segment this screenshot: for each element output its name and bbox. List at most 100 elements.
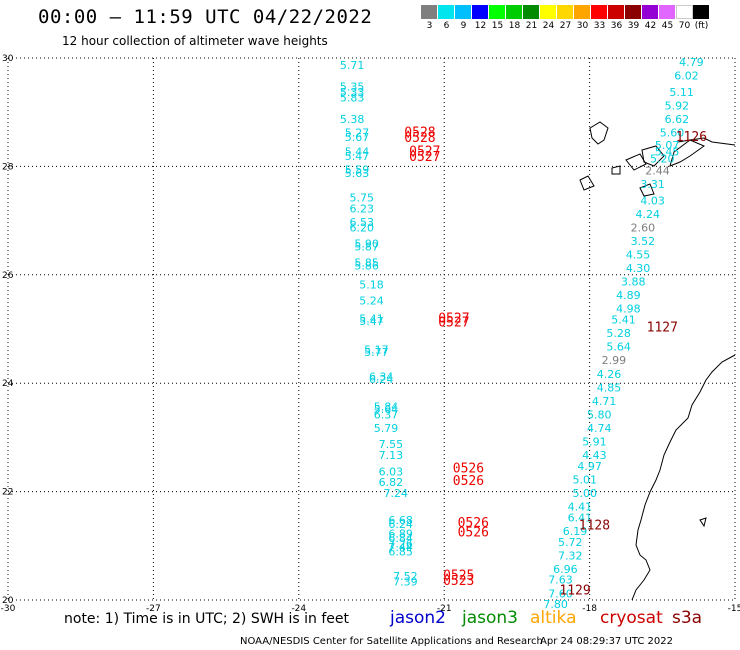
- color-swatch: [693, 5, 710, 19]
- wave-height-value: 7.39: [393, 575, 418, 588]
- wave-height-value: 5.47: [359, 315, 384, 328]
- x-tick-label: -30: [1, 604, 16, 614]
- wave-height-value: 2.99: [602, 354, 627, 367]
- x-tick-label: -21: [437, 604, 452, 614]
- island-la-gomera: [611, 165, 621, 175]
- wave-height-value: 6.20: [350, 221, 375, 234]
- legend-s3a: s3a: [672, 608, 703, 628]
- pass-time-label: 0525: [443, 568, 474, 583]
- units-note: note: 1) Time is in UTC; 2) SWH is in fe…: [64, 611, 350, 627]
- wave-height-value: 6.02: [674, 70, 699, 83]
- pass-time-label: 1126: [676, 130, 707, 145]
- wave-height-value: 6.03: [379, 465, 404, 478]
- wave-height-value: 5.92: [665, 99, 690, 112]
- wave-height-value: 4.03: [640, 194, 665, 207]
- color-swatch: [642, 5, 659, 19]
- wave-height-value: 5.77: [364, 346, 389, 359]
- wave-height-value: 5.75: [350, 192, 375, 205]
- island-fuerteventura: [669, 139, 706, 167]
- y-tick-label: 26: [2, 271, 14, 281]
- pass-time-label: 0528: [404, 126, 435, 141]
- color-scale-legend: 3 6 9 12 15 18 21 24 27 30 33 36 39 42 45 70 (ft): [421, 5, 710, 33]
- wave-height-value: 4.26: [597, 368, 622, 381]
- wave-height-value: 4.97: [577, 460, 602, 473]
- wave-height-value: 5.35: [340, 81, 365, 94]
- color-scale-label: 70: [678, 21, 691, 31]
- wave-height-value: 5.60: [660, 127, 685, 140]
- color-scale-label: 18: [508, 21, 521, 31]
- wave-height-value: 3.52: [631, 235, 656, 248]
- color-scale-label: 30: [576, 21, 589, 31]
- color-scale-label: 3: [426, 21, 433, 31]
- pass-time-label: 0526: [453, 474, 484, 489]
- wave-height-value: 7.60: [548, 587, 573, 600]
- color-swatch: [438, 5, 455, 19]
- wave-height-value: 5.64: [606, 341, 631, 354]
- wave-height-value: 5.00: [573, 487, 598, 500]
- wave-height-value: 6.24: [388, 518, 413, 531]
- color-scale-label: 39: [627, 21, 640, 31]
- legend-jason2: jason2: [390, 608, 446, 628]
- wave-height-value: 4.98: [616, 303, 641, 316]
- wave-height-value: 4.24: [636, 208, 661, 221]
- wave-height-value: 2.44: [645, 165, 670, 178]
- wave-height-value: 7.26: [388, 537, 413, 550]
- wave-height-value: 7.80: [543, 598, 568, 611]
- wave-height-value: 5.44: [345, 146, 370, 159]
- color-scale-label: 21: [525, 21, 538, 31]
- wave-height-value: 4.71: [592, 395, 617, 408]
- x-tick-label: -18: [582, 604, 597, 614]
- color-scale-label: 33: [593, 21, 606, 31]
- wave-height-value: 5.18: [359, 278, 384, 291]
- x-tick-label: -24: [291, 604, 306, 614]
- y-tick-label: 22: [2, 488, 13, 498]
- wave-height-value: 6.37: [374, 408, 399, 421]
- wave-height-value: 6.34: [369, 370, 394, 383]
- color-scale-label: 9: [460, 21, 467, 31]
- wave-height-value: 6.68: [388, 514, 413, 527]
- pass-time-label: 0527: [438, 315, 469, 330]
- y-tick-label: 24: [2, 379, 14, 389]
- pass-time-label: 1129: [559, 584, 590, 599]
- wave-height-value: 4.85: [597, 381, 622, 394]
- wave-height-value: 6.23: [350, 202, 375, 215]
- wave-height-value: 5.87: [354, 240, 379, 253]
- y-tick-label: 30: [2, 54, 14, 64]
- wave-height-value: 5.24: [359, 295, 384, 308]
- wave-height-value: 7.63: [548, 574, 573, 587]
- wave-height-value: 5.63: [345, 167, 370, 180]
- wave-height-value: 5.20: [650, 153, 675, 166]
- legend-cryosat: cryosat: [600, 608, 663, 628]
- color-scale-label: 36: [610, 21, 623, 31]
- color-swatch: [591, 5, 608, 19]
- wave-height-value: 4.55: [626, 249, 651, 262]
- color-scale-label: 27: [559, 21, 572, 31]
- wave-height-value: 6.24: [369, 373, 394, 386]
- wave-height-value: 5.41: [359, 312, 384, 325]
- wave-height-value: 5.71: [340, 59, 365, 72]
- wave-height-value: 5.83: [340, 91, 365, 104]
- island-tenerife: [625, 153, 647, 171]
- y-tick-label: 20: [2, 596, 14, 606]
- wave-height-value: 4.79: [679, 56, 704, 69]
- pass-time-label: 0526: [458, 526, 489, 541]
- wave-height-value: 5.72: [558, 536, 583, 549]
- wave-height-value: 6.84: [388, 532, 413, 545]
- legend-altika: altika: [530, 608, 577, 628]
- wave-height-value: 5.27: [345, 127, 370, 140]
- wave-height-value: 5.80: [587, 408, 612, 421]
- data-points: 5.715.355.335.835.385.275.675.445.475.59…: [340, 56, 704, 611]
- color-scale-label: 24: [542, 21, 555, 31]
- wave-height-value: 5.17: [364, 343, 389, 356]
- wave-height-value: 7.13: [379, 449, 404, 462]
- island-el-hierro: [639, 183, 655, 197]
- time-labels: 0528052805270527052705270526052605260526…: [404, 126, 707, 599]
- wave-height-value: 7.52: [393, 570, 418, 583]
- wave-height-value: 4.41: [568, 501, 593, 514]
- wave-height-value: 6.89: [388, 528, 413, 541]
- color-swatch: [676, 5, 693, 19]
- generated-timestamp: Apr 24 08:29:37 UTC 2022: [540, 636, 673, 647]
- color-swatch: [557, 5, 574, 19]
- wave-height-value: 5.33: [340, 86, 365, 99]
